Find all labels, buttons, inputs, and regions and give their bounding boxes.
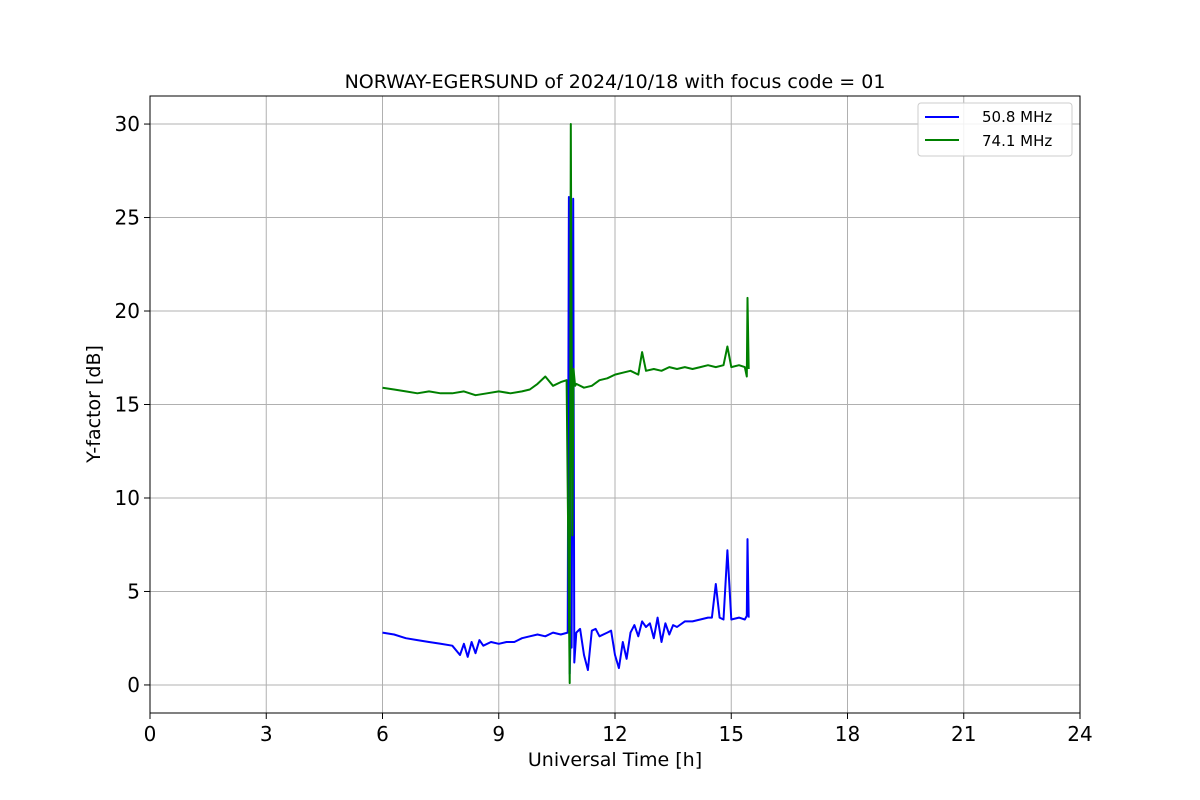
chart-title: NORWAY-EGERSUND of 2024/10/18 with focus… <box>345 71 886 93</box>
legend-label-50-8-mhz: 50.8 MHz <box>982 108 1052 126</box>
x-tick-label-2: 6 <box>376 722 389 746</box>
y-tick-label-1: 5 <box>127 579 140 603</box>
x-tick-label-6: 18 <box>835 722 860 746</box>
legend: 50.8 MHz 74.1 MHz <box>917 102 1073 157</box>
x-tick-label-5: 15 <box>719 722 744 746</box>
y-tick-label-0: 0 <box>127 673 140 697</box>
x-tick-label-4: 12 <box>602 722 627 746</box>
y-tick-label-2: 10 <box>115 486 140 510</box>
y-tick-label-6: 30 <box>115 112 140 136</box>
legend-label-74-1-mhz: 74.1 MHz <box>982 132 1052 150</box>
y-tick-label-3: 15 <box>115 393 140 417</box>
x-tick-label-0: 0 <box>144 722 157 746</box>
y-tick-label-4: 20 <box>115 299 140 323</box>
x-tick-label-1: 3 <box>260 722 273 746</box>
x-tick-label-7: 21 <box>951 722 976 746</box>
y-tick-label-5: 25 <box>115 206 140 230</box>
x-axis-label: Universal Time [h] <box>528 749 702 771</box>
x-tick-label-8: 24 <box>1067 722 1092 746</box>
axis-ticks: 0 3 6 9 12 15 18 21 24 0 5 10 15 20 25 30 <box>115 112 1093 746</box>
y-axis-label: Y-factor [dB] <box>83 345 105 464</box>
x-tick-label-3: 9 <box>492 722 505 746</box>
series-line-74-1-mhz <box>382 123 750 685</box>
series-layer <box>382 123 750 685</box>
series-line-50-8-mhz <box>382 196 750 675</box>
